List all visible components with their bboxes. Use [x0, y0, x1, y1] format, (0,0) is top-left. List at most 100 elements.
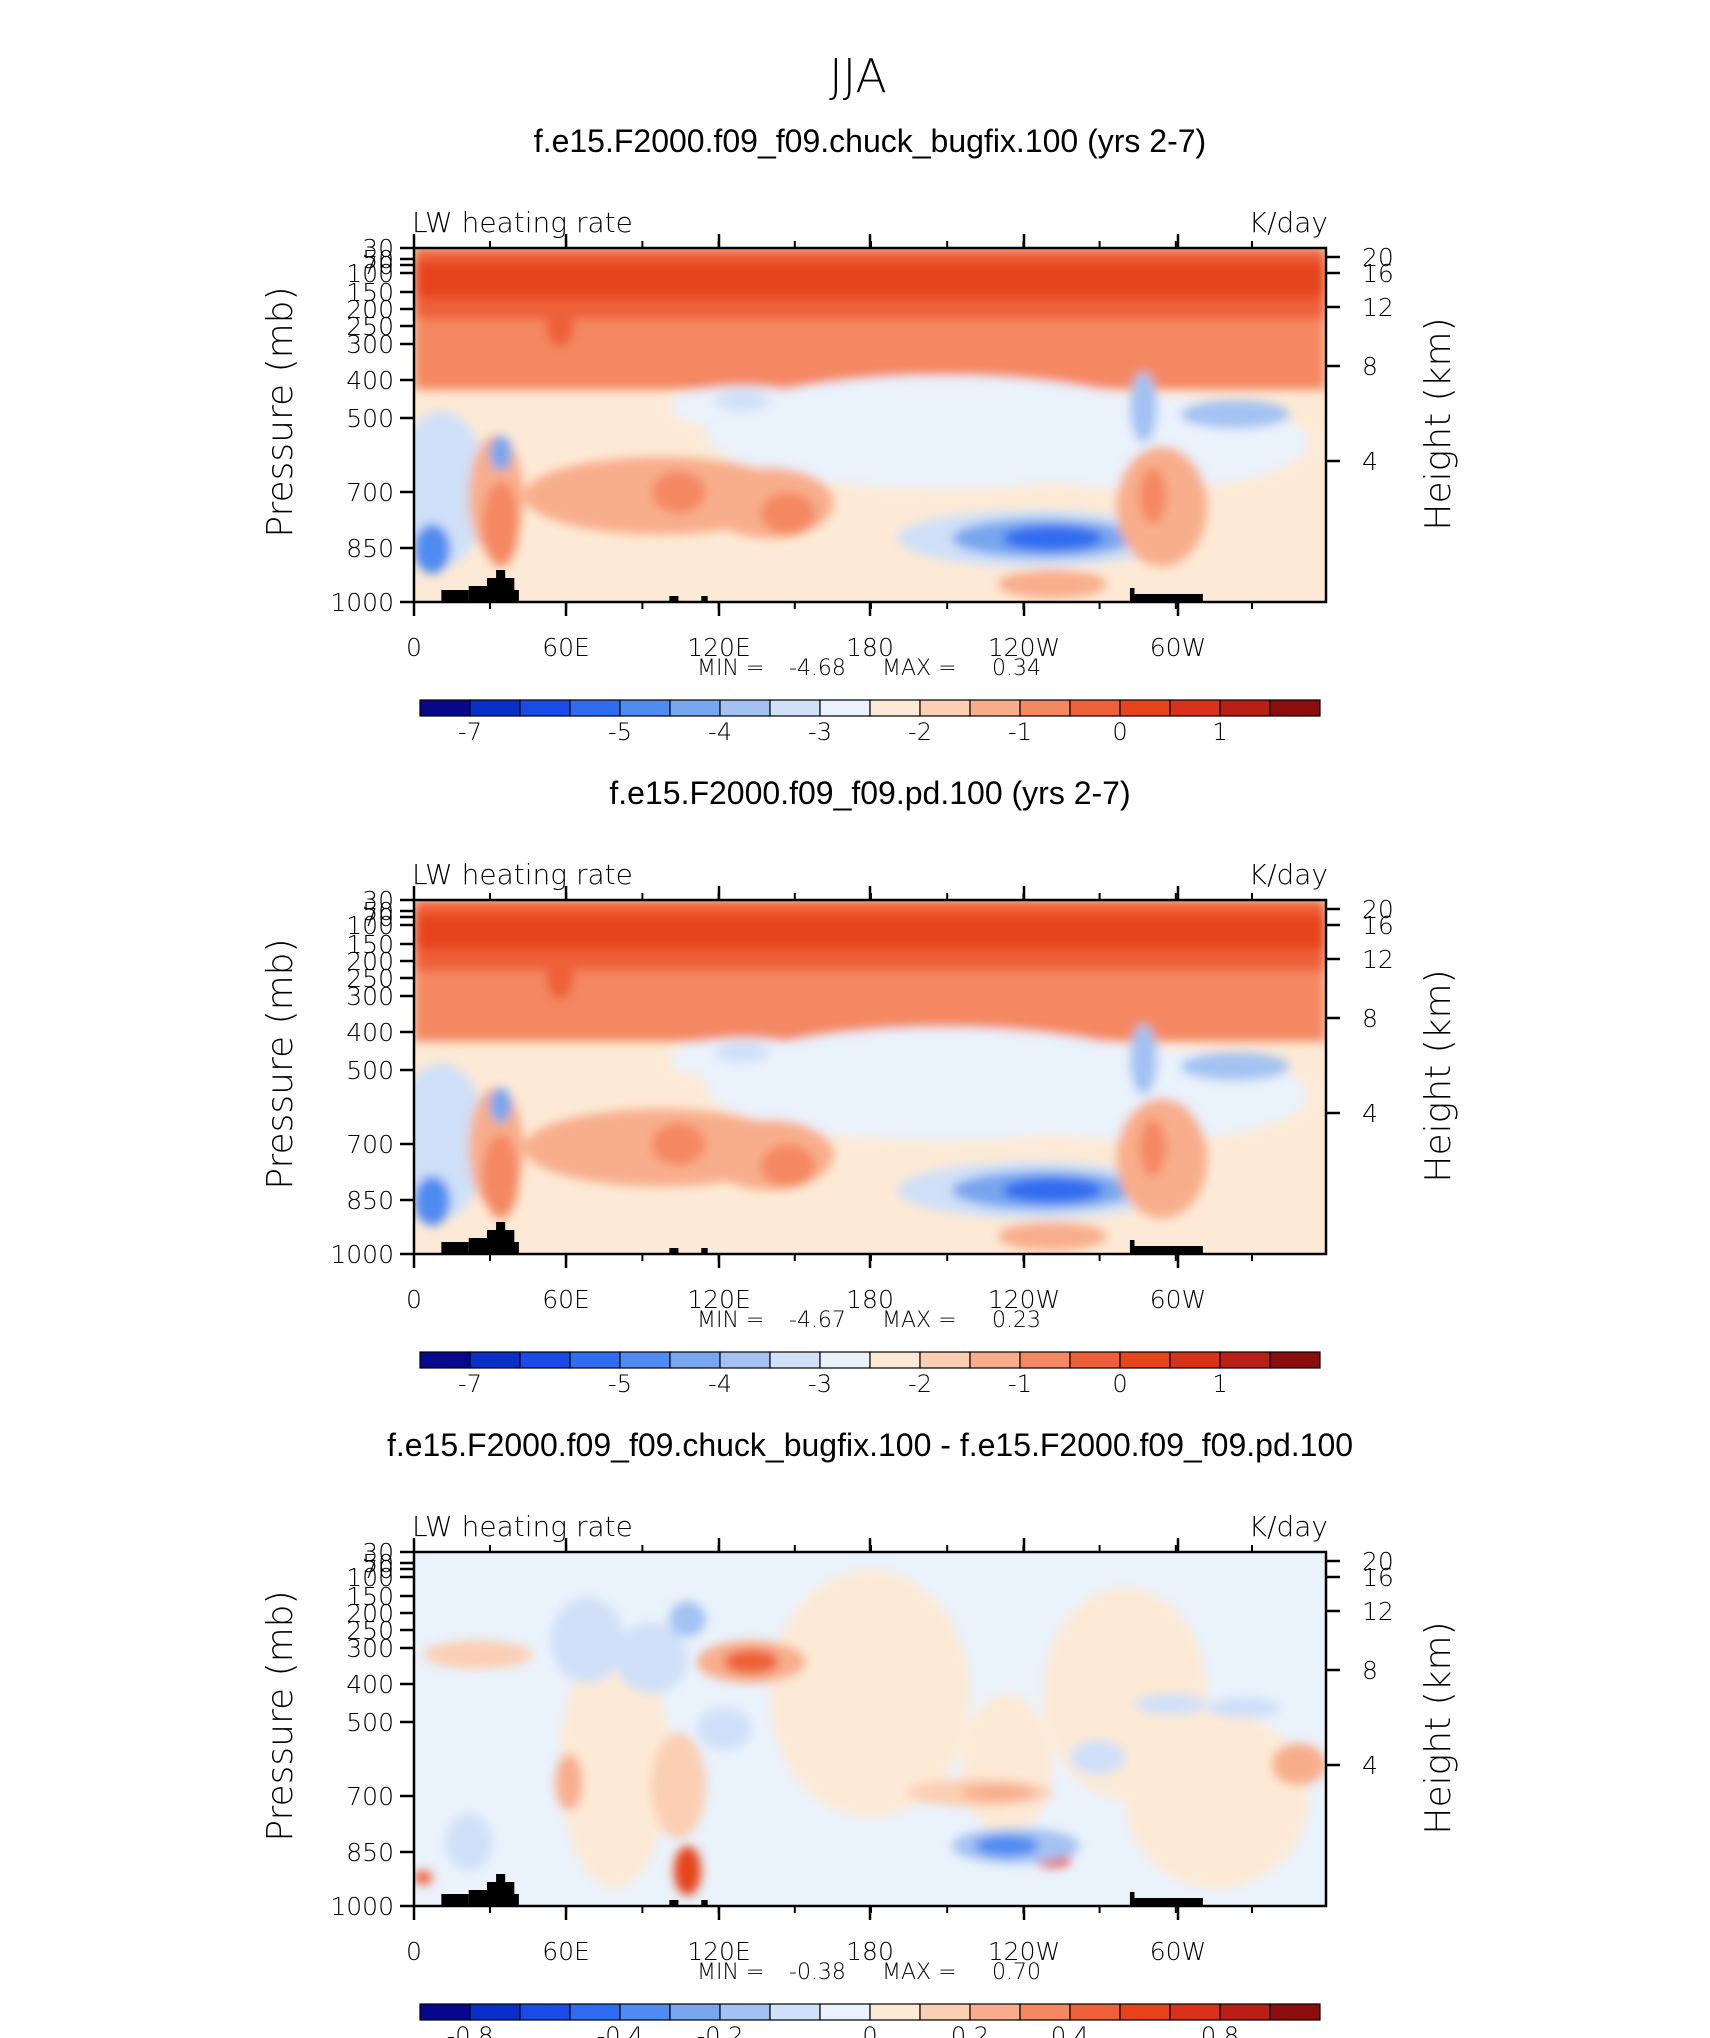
max-value: 0.70 [992, 1960, 1041, 1985]
colorbar-label: 1 [1212, 718, 1227, 746]
y-tick-label: 100 [346, 259, 394, 288]
contour-blob [651, 471, 706, 514]
topography [1134, 594, 1203, 602]
contour-layers [414, 248, 1326, 599]
x-tick-label: 120E [687, 1285, 751, 1314]
colorbar-swatch [619, 2003, 671, 2021]
contour-blob [414, 1176, 451, 1226]
contour-blob [482, 481, 519, 567]
colorbar-label: -4 [708, 718, 732, 746]
topography [669, 596, 679, 602]
y-tick-label: 250 [346, 964, 394, 993]
colorbar-swatch [819, 2003, 871, 2021]
height-tick-label: 16 [1362, 259, 1394, 288]
x-tick-label: 120W [988, 633, 1060, 662]
colorbar-swatch [1119, 699, 1171, 717]
colorbar-swatch [1069, 2003, 1121, 2021]
x-tick-label: 120W [988, 1937, 1060, 1966]
contour-blob [1002, 1177, 1103, 1203]
min-label: MIN = [697, 656, 764, 681]
max-label: MAX = [882, 1960, 957, 1985]
colorbar-label: 1 [1212, 1370, 1227, 1398]
y-tick-label: 30 [362, 234, 394, 263]
y-tick-label: 500 [346, 1056, 394, 1085]
contour-blob [997, 1222, 1108, 1251]
contour-blob [1070, 1739, 1126, 1776]
colorbar-label: -2 [908, 1370, 932, 1398]
contour-field [414, 900, 1326, 1254]
contour-field [414, 1552, 1326, 1906]
y-tick-label: 50 [362, 245, 394, 274]
contour-blob [550, 1598, 624, 1683]
colorbar-swatch [1169, 2003, 1221, 2021]
contour-blob [669, 1601, 706, 1637]
topography [441, 590, 469, 602]
contour-blob [546, 956, 574, 1000]
colorbar-swatch [1219, 2003, 1271, 2021]
variable-label: LW heating rate [412, 1510, 633, 1543]
topography [509, 1894, 519, 1906]
colorbar-swatch [969, 699, 1021, 717]
colorbar-swatch [919, 2003, 971, 2021]
colorbar-label: -3 [808, 1370, 832, 1398]
topography [1129, 588, 1135, 602]
y-tick-label: 100 [346, 1563, 394, 1592]
y-tick-label: 200 [346, 947, 394, 976]
y-tick-label: 150 [346, 930, 394, 959]
topography [496, 1222, 506, 1254]
colorbar-swatch [719, 699, 771, 717]
contour-blob [1134, 1693, 1208, 1715]
y-tick-label: 700 [346, 1130, 394, 1159]
x-tick-label: 60E [542, 1285, 590, 1314]
colorbar-label: -1 [1008, 718, 1032, 746]
colorbar-label: 0 [1112, 1370, 1127, 1398]
height-tick-label: 8 [1362, 1656, 1378, 1685]
colorbar-swatch [869, 699, 921, 717]
colorbar-swatch [869, 2003, 921, 2021]
x-tick-label: 0 [406, 1937, 422, 1966]
x-tick-label: 120E [687, 633, 751, 662]
colorbar-swatch [1019, 699, 1071, 717]
units-label: K/day [1249, 1510, 1328, 1543]
colorbar-swatch [569, 2003, 621, 2021]
max-value: 0.23 [992, 1308, 1041, 1333]
panel-title: f.e15.F2000.f09_f09.chuck_bugfix.100 (yr… [534, 123, 1206, 159]
contour-blob [714, 389, 770, 411]
panel-title: f.e15.F2000.f09_f09.pd.100 (yrs 2-7) [609, 775, 1130, 811]
colorbar-label: -4 [708, 1370, 732, 1398]
topography [1134, 1898, 1203, 1906]
contour-layers [414, 1569, 1326, 1896]
colorbar: -7 -5 -4 -3 -2 -1 0 1 [419, 1351, 1321, 1398]
colorbar-swatch [769, 2003, 821, 2021]
contour-blob [760, 492, 816, 535]
colorbar-swatch [1119, 1351, 1171, 1369]
height-tick-label: 4 [1362, 1099, 1378, 1128]
height-tick-label: 20 [1362, 1547, 1394, 1576]
topography [441, 1894, 469, 1906]
x-tick-label: 120W [988, 1285, 1060, 1314]
colorbar-swatch [669, 1351, 721, 1369]
contour-blob [614, 1622, 688, 1694]
contour-band [414, 262, 1326, 298]
colorbar-swatch [1069, 1351, 1121, 1369]
y-axis-title-right: Height (km) [1418, 317, 1459, 530]
max-label: MAX = [882, 1308, 957, 1333]
topography [509, 590, 519, 602]
min-value: -4.68 [789, 656, 846, 681]
colorbar-swatch [1219, 1351, 1271, 1369]
colorbar-swatch [469, 1351, 521, 1369]
colorbar-swatch [969, 1351, 1021, 1369]
y-tick-label: 300 [346, 1634, 394, 1663]
colorbar-label: 0.8 [1201, 2022, 1239, 2038]
colorbar-swatch [1269, 2003, 1321, 2021]
x-tick-label: 0 [406, 633, 422, 662]
colorbar-swatch [1019, 1351, 1071, 1369]
colorbar-swatch [1119, 2003, 1171, 2021]
y-axis-title: Pressure (mb) [260, 286, 301, 537]
colorbar-label: -3 [808, 718, 832, 746]
contour-blob [724, 1649, 779, 1675]
colorbar-label: -5 [608, 718, 632, 746]
colorbar-swatch [619, 1351, 671, 1369]
